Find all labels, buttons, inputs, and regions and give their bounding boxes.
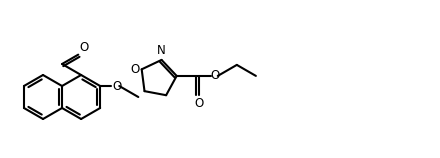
Text: O: O — [112, 79, 121, 92]
Text: O: O — [79, 41, 88, 54]
Text: O: O — [211, 69, 220, 82]
Text: O: O — [194, 97, 203, 110]
Text: O: O — [130, 63, 139, 76]
Text: N: N — [157, 44, 166, 57]
